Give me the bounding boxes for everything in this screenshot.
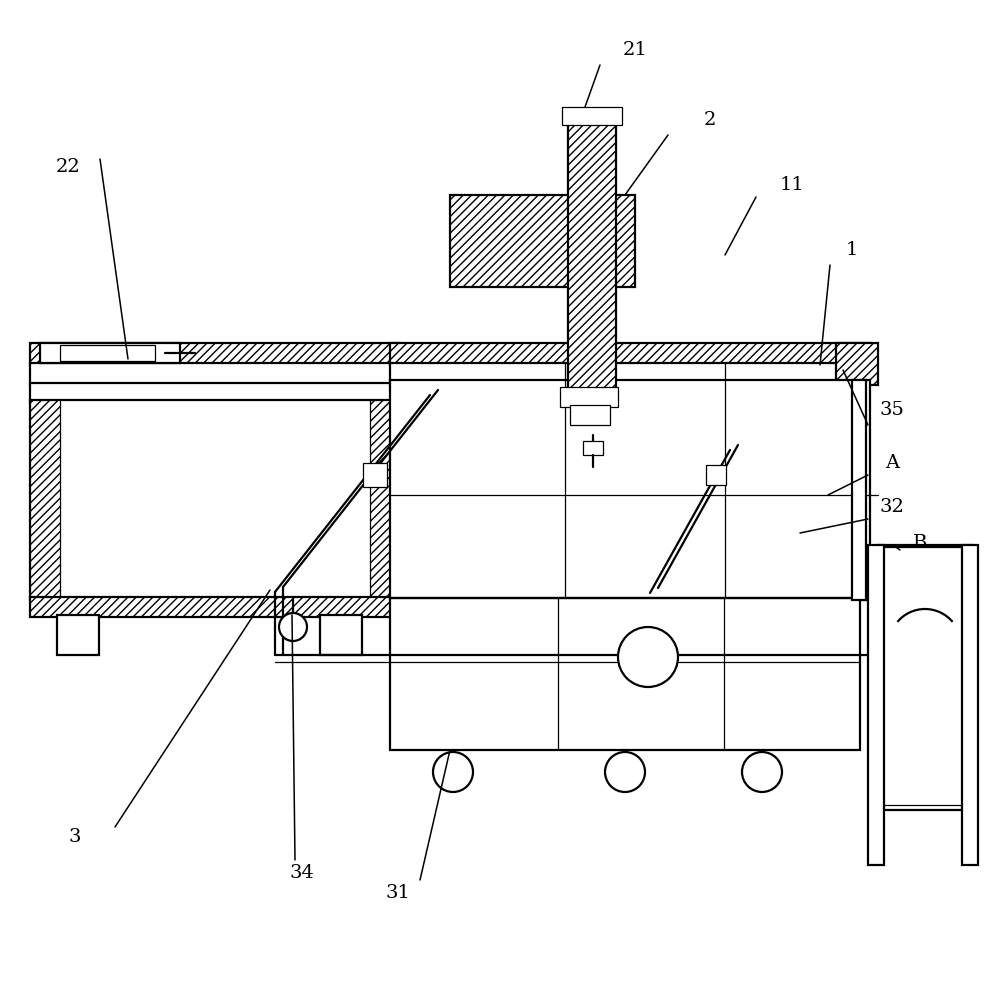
Bar <box>562 107 622 125</box>
Bar <box>852 380 866 600</box>
Bar <box>30 400 60 600</box>
Circle shape <box>605 752 645 792</box>
Bar <box>583 441 603 455</box>
Text: 21: 21 <box>623 41 647 59</box>
Bar <box>390 343 870 365</box>
Bar <box>30 400 400 600</box>
Bar <box>57 615 99 655</box>
Bar <box>450 195 635 287</box>
Bar <box>706 465 726 485</box>
Bar <box>962 545 978 865</box>
Text: 31: 31 <box>386 884 410 902</box>
Text: 22: 22 <box>56 158 80 176</box>
Bar <box>370 400 400 600</box>
Bar <box>40 343 180 363</box>
Bar <box>30 363 400 385</box>
Bar <box>30 343 400 365</box>
Bar <box>390 363 870 385</box>
Circle shape <box>279 613 307 641</box>
Bar <box>836 343 878 385</box>
Text: 34: 34 <box>290 864 314 882</box>
Bar <box>320 615 362 655</box>
Text: 2: 2 <box>704 111 716 129</box>
Text: 32: 32 <box>880 498 904 516</box>
Circle shape <box>742 752 782 792</box>
Bar <box>363 463 387 487</box>
Text: B: B <box>913 534 927 552</box>
Text: A: A <box>885 454 899 472</box>
Text: 1: 1 <box>846 241 858 259</box>
Bar <box>568 120 616 390</box>
Bar <box>878 545 973 810</box>
Circle shape <box>433 752 473 792</box>
Circle shape <box>618 627 678 687</box>
Bar <box>560 387 618 407</box>
Text: 35: 35 <box>880 401 904 419</box>
Bar <box>30 383 400 403</box>
Text: 3: 3 <box>69 828 81 846</box>
Bar <box>390 380 870 600</box>
Bar <box>30 597 400 617</box>
Bar <box>868 545 884 865</box>
Bar <box>570 405 610 425</box>
Bar <box>390 598 860 750</box>
Bar <box>60 345 155 361</box>
Text: 11: 11 <box>780 176 804 194</box>
